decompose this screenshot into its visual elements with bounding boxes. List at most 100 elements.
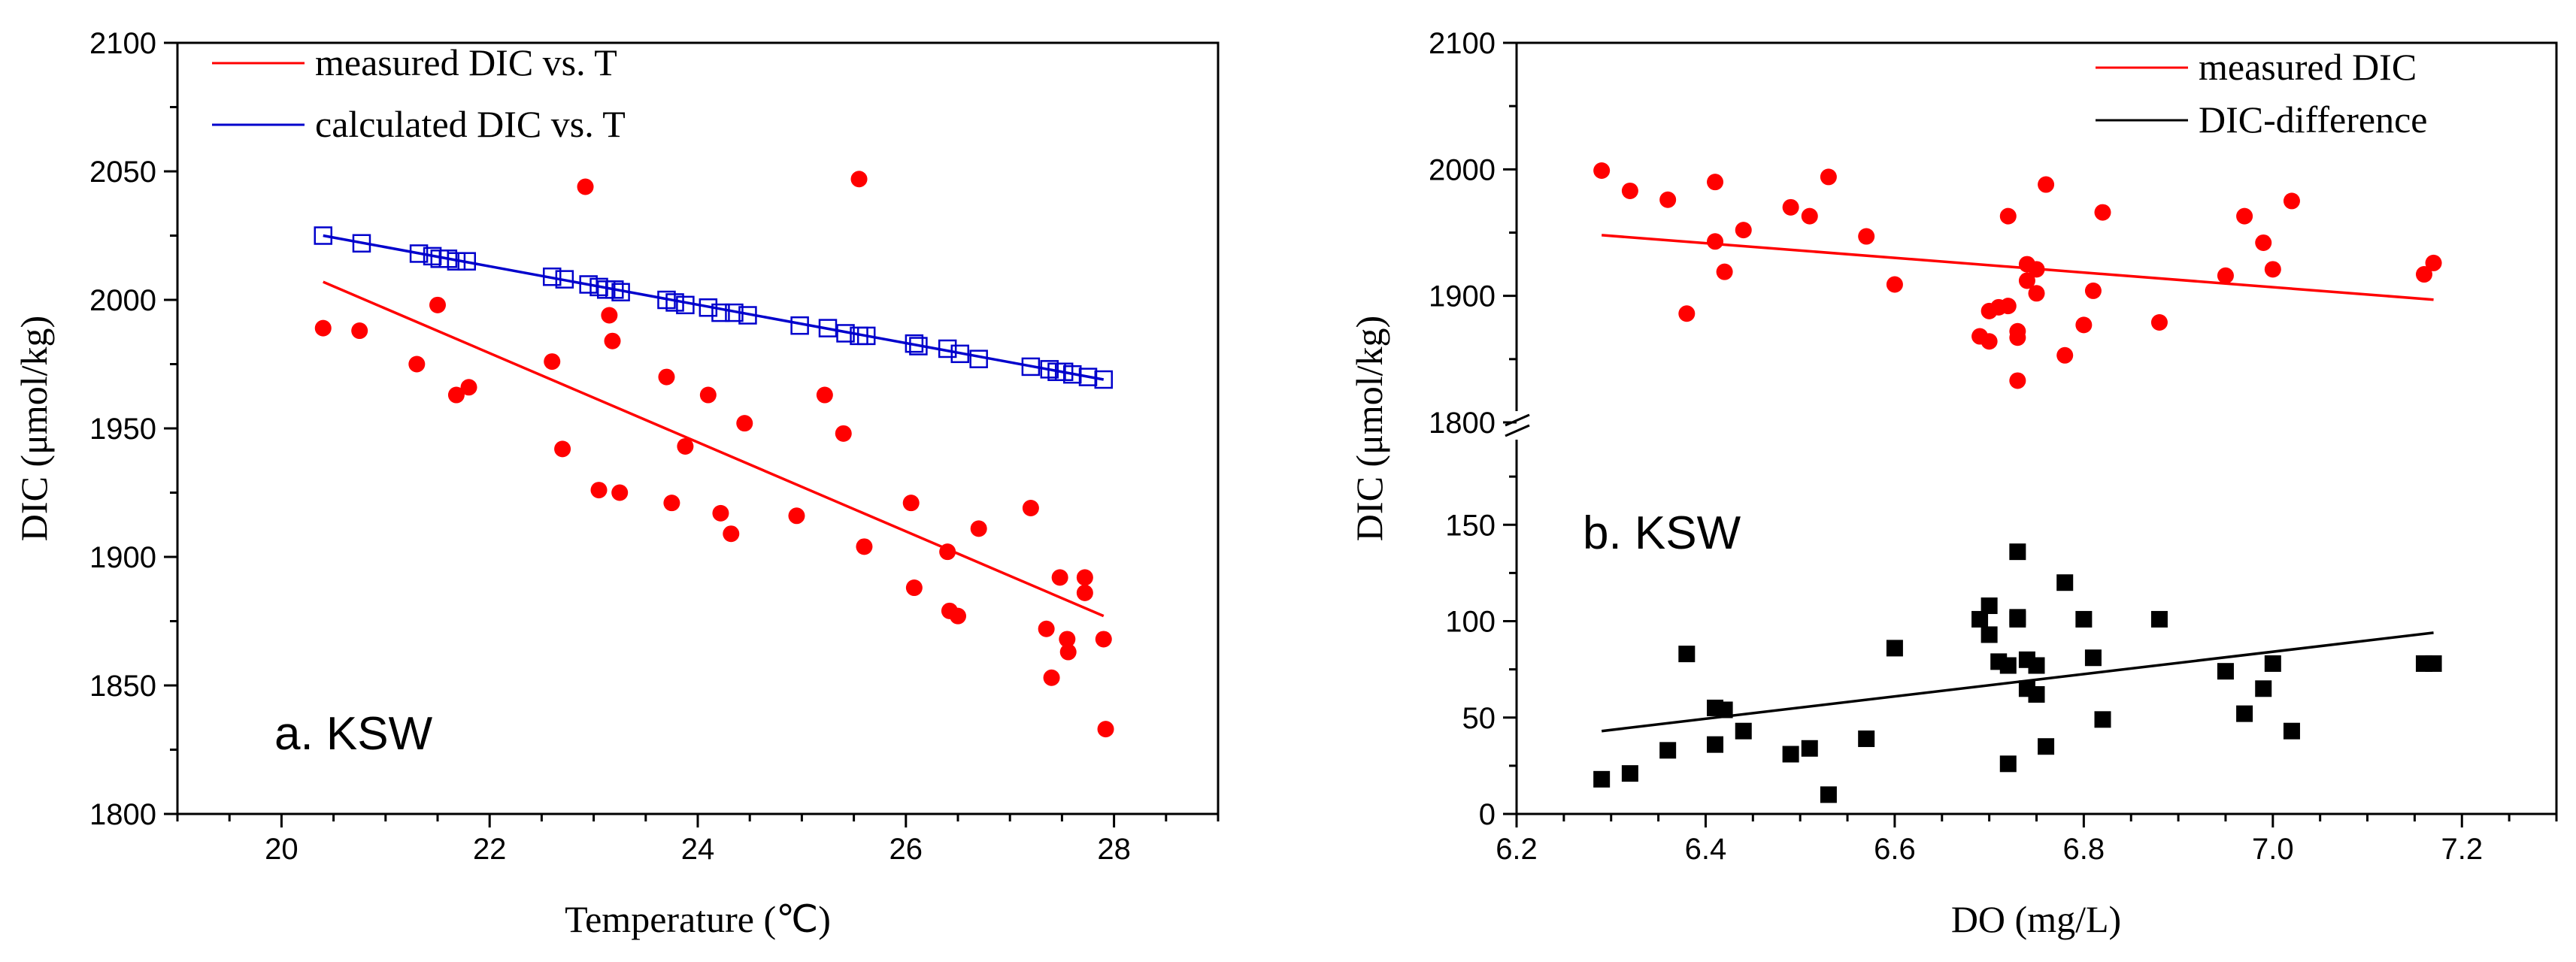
point-calculated-dic-vs-t	[909, 337, 928, 355]
legend-label-calculated-dic-vs-t: calculated DIC vs. T	[315, 103, 626, 145]
point-dic-difference	[2075, 610, 2093, 628]
chart-a-annotation: a. KSW	[274, 708, 433, 760]
y-tick-label: 1800	[89, 798, 156, 831]
point-measured-dic-vs-t	[658, 368, 675, 386]
point-calculated-dic-vs-t	[314, 226, 333, 245]
point-measured-dic-vs-t	[460, 379, 477, 396]
y-tick-label: 2100	[89, 27, 156, 60]
chart-a-ylabel: DIC (μmol/kg)	[13, 316, 55, 541]
point-calculated-dic-vs-t	[1021, 357, 1041, 377]
y-tick-label: 1850	[89, 670, 156, 703]
point-measured-dic-vs-t	[850, 171, 868, 188]
point-dic-difference	[1999, 657, 2017, 674]
point-measured-dic-vs-t	[712, 504, 729, 522]
point-dic-difference	[2283, 722, 2300, 740]
point-measured-dic-vs-t	[699, 386, 717, 404]
point-dic-difference	[2217, 663, 2234, 680]
point-measured-dic-vs-t	[314, 319, 332, 337]
point-dic-difference	[1820, 786, 1837, 803]
point-measured-dic	[2255, 234, 2272, 251]
point-measured-dic	[2236, 207, 2253, 225]
point-dic-difference	[2094, 711, 2111, 728]
point-measured-dic-vs-t	[1097, 721, 1114, 738]
x-tick-label: 6.8	[2063, 833, 2105, 866]
point-measured-dic-vs-t	[677, 437, 694, 455]
point-dic-difference	[2028, 657, 2045, 674]
point-dic-difference	[1858, 730, 1875, 747]
y-tick-label: 2050	[89, 156, 156, 189]
point-measured-dic-vs-t	[554, 440, 571, 458]
point-calculated-dic-vs-t	[699, 298, 718, 317]
point-calculated-dic-vs-t	[665, 293, 684, 312]
point-measured-dic-vs-t	[408, 355, 426, 373]
point-calculated-dic-vs-t	[711, 303, 730, 322]
point-measured-dic	[1735, 222, 1752, 239]
x-tick-label: 6.6	[1874, 833, 1916, 866]
fit-line-calculated-dic-vs-t	[323, 234, 1105, 381]
point-calculated-dic-vs-t	[555, 270, 574, 289]
chart-b: 6.2 6.4 6.6 6.8 7.0 7.2 1800 1900 2000 2100 0 50 10…	[1348, 27, 2558, 940]
point-dic-difference	[2009, 610, 2026, 628]
x-tick-label: 7.0	[2252, 833, 2294, 866]
point-measured-dic	[1999, 207, 2017, 225]
point-calculated-dic-vs-t	[725, 303, 744, 322]
y-tick-label: 2100	[1429, 27, 1496, 60]
x-tick-label: 7.2	[2441, 833, 2483, 866]
point-measured-dic-vs-t	[351, 322, 368, 340]
point-measured-dic-vs-t	[663, 495, 680, 512]
point-measured-dic-vs-t	[736, 415, 753, 432]
point-measured-dic-vs-t	[577, 178, 594, 195]
point-dic-difference	[1593, 770, 1611, 788]
point-measured-dic-vs-t	[1095, 631, 1112, 648]
x-tick-label: 24	[681, 833, 715, 866]
legend-label-measured-dic: measured DIC	[2199, 46, 2417, 88]
point-measured-dic-vs-t	[1038, 620, 1055, 637]
point-measured-dic-vs-t	[905, 579, 923, 597]
point-measured-dic-vs-t	[1043, 669, 1060, 686]
point-measured-dic	[2415, 266, 2432, 283]
point-measured-dic	[2009, 329, 2026, 346]
point-calculated-dic-vs-t	[605, 280, 624, 299]
point-measured-dic-vs-t	[1076, 584, 1093, 601]
point-measured-dic	[2150, 314, 2168, 331]
point-measured-dic	[2038, 176, 2055, 193]
point-dic-difference	[2425, 655, 2442, 672]
point-measured-dic	[2028, 261, 2045, 278]
point-measured-dic-vs-t	[1059, 631, 1076, 648]
point-dic-difference	[1707, 736, 1724, 753]
chart-b-ylabel: DIC (μmol/kg)	[1348, 316, 1390, 541]
y-tick-label: 2000	[89, 284, 156, 317]
point-dic-difference	[1801, 740, 1818, 757]
point-measured-dic	[1659, 191, 1677, 208]
x-tick-label: 6.2	[1496, 833, 1538, 866]
point-measured-dic	[2094, 204, 2111, 221]
point-measured-dic-vs-t	[856, 538, 873, 555]
point-measured-dic-vs-t	[601, 307, 618, 324]
axis-break-mark	[1505, 413, 1530, 437]
x-tick-label: 26	[889, 833, 923, 866]
point-calculated-dic-vs-t	[1040, 360, 1059, 379]
x-tick-label: 28	[1097, 833, 1131, 866]
point-calculated-dic-vs-t	[950, 344, 970, 364]
point-calculated-dic-vs-t	[1094, 370, 1114, 389]
point-measured-dic-vs-t	[447, 386, 465, 404]
point-calculated-dic-vs-t	[579, 275, 598, 294]
y-tick-label: 1900	[89, 541, 156, 574]
x-tick-label: 6.4	[1685, 833, 1727, 866]
point-measured-dic	[2217, 267, 2234, 284]
point-measured-dic-vs-t	[590, 482, 608, 499]
point-measured-dic	[1593, 162, 1611, 180]
y-tick-label: 100	[1445, 606, 1496, 639]
point-measured-dic-vs-t	[604, 332, 621, 349]
point-calculated-dic-vs-t	[905, 334, 924, 353]
point-measured-dic	[1886, 276, 1903, 293]
point-measured-dic	[2084, 282, 2102, 299]
point-measured-dic	[2425, 254, 2442, 271]
chart-a: 20 22 24 26 28 1800185019001950200020502100 …	[13, 27, 1220, 940]
point-measured-dic	[1678, 305, 1696, 322]
point-measured-dic-vs-t	[1076, 569, 1093, 586]
chart-a-legend: measured DIC vs. T calculated DIC vs. T	[212, 41, 626, 145]
point-dic-difference	[2056, 574, 2074, 591]
point-measured-dic	[1820, 168, 1837, 186]
x-tick-label: 20	[265, 833, 299, 866]
